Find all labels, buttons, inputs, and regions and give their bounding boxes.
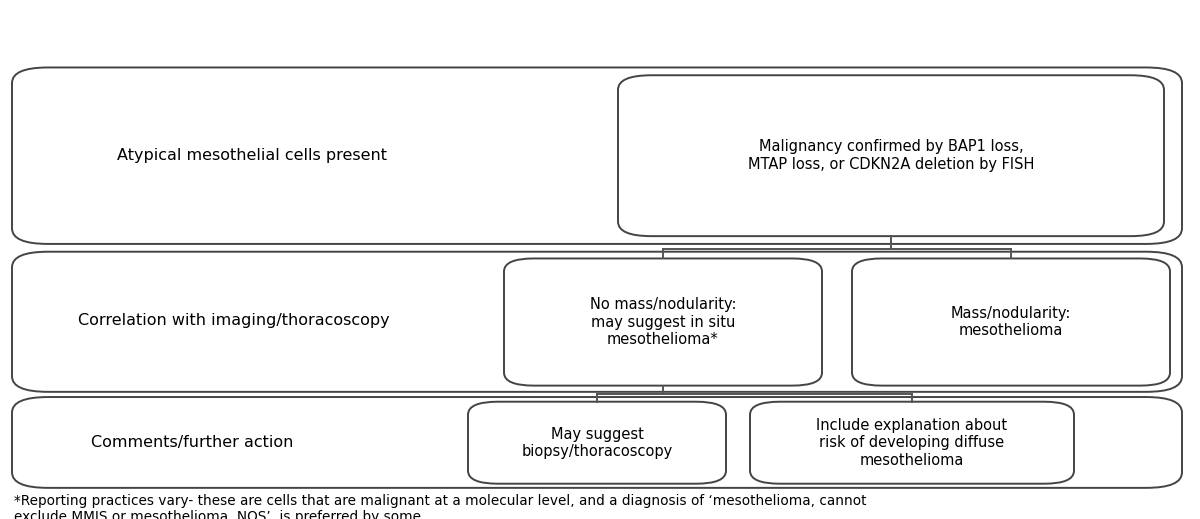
FancyBboxPatch shape xyxy=(12,397,1182,488)
Text: Atypical mesothelial cells present: Atypical mesothelial cells present xyxy=(118,148,386,163)
Text: May suggest
biopsy/thoracoscopy: May suggest biopsy/thoracoscopy xyxy=(521,427,673,459)
FancyBboxPatch shape xyxy=(504,258,822,386)
Text: *Reporting practices vary- these are cells that are malignant at a molecular lev: *Reporting practices vary- these are cel… xyxy=(14,494,866,519)
FancyBboxPatch shape xyxy=(852,258,1170,386)
FancyBboxPatch shape xyxy=(750,402,1074,484)
FancyBboxPatch shape xyxy=(12,67,1182,244)
FancyBboxPatch shape xyxy=(618,75,1164,236)
FancyBboxPatch shape xyxy=(468,402,726,484)
Text: Comments/further action: Comments/further action xyxy=(91,435,293,449)
FancyBboxPatch shape xyxy=(12,252,1182,392)
Text: Mass/nodularity:
mesothelioma: Mass/nodularity: mesothelioma xyxy=(950,306,1072,338)
Text: Include explanation about
risk of developing diffuse
mesothelioma: Include explanation about risk of develo… xyxy=(816,418,1008,468)
Text: No mass/nodularity:
may suggest in situ
mesothelioma*: No mass/nodularity: may suggest in situ … xyxy=(589,297,737,347)
Text: Correlation with imaging/thoracoscopy: Correlation with imaging/thoracoscopy xyxy=(78,313,390,328)
Text: Malignancy confirmed by BAP1 loss,
MTAP loss, or CDKN2A deletion by FISH: Malignancy confirmed by BAP1 loss, MTAP … xyxy=(748,140,1034,172)
